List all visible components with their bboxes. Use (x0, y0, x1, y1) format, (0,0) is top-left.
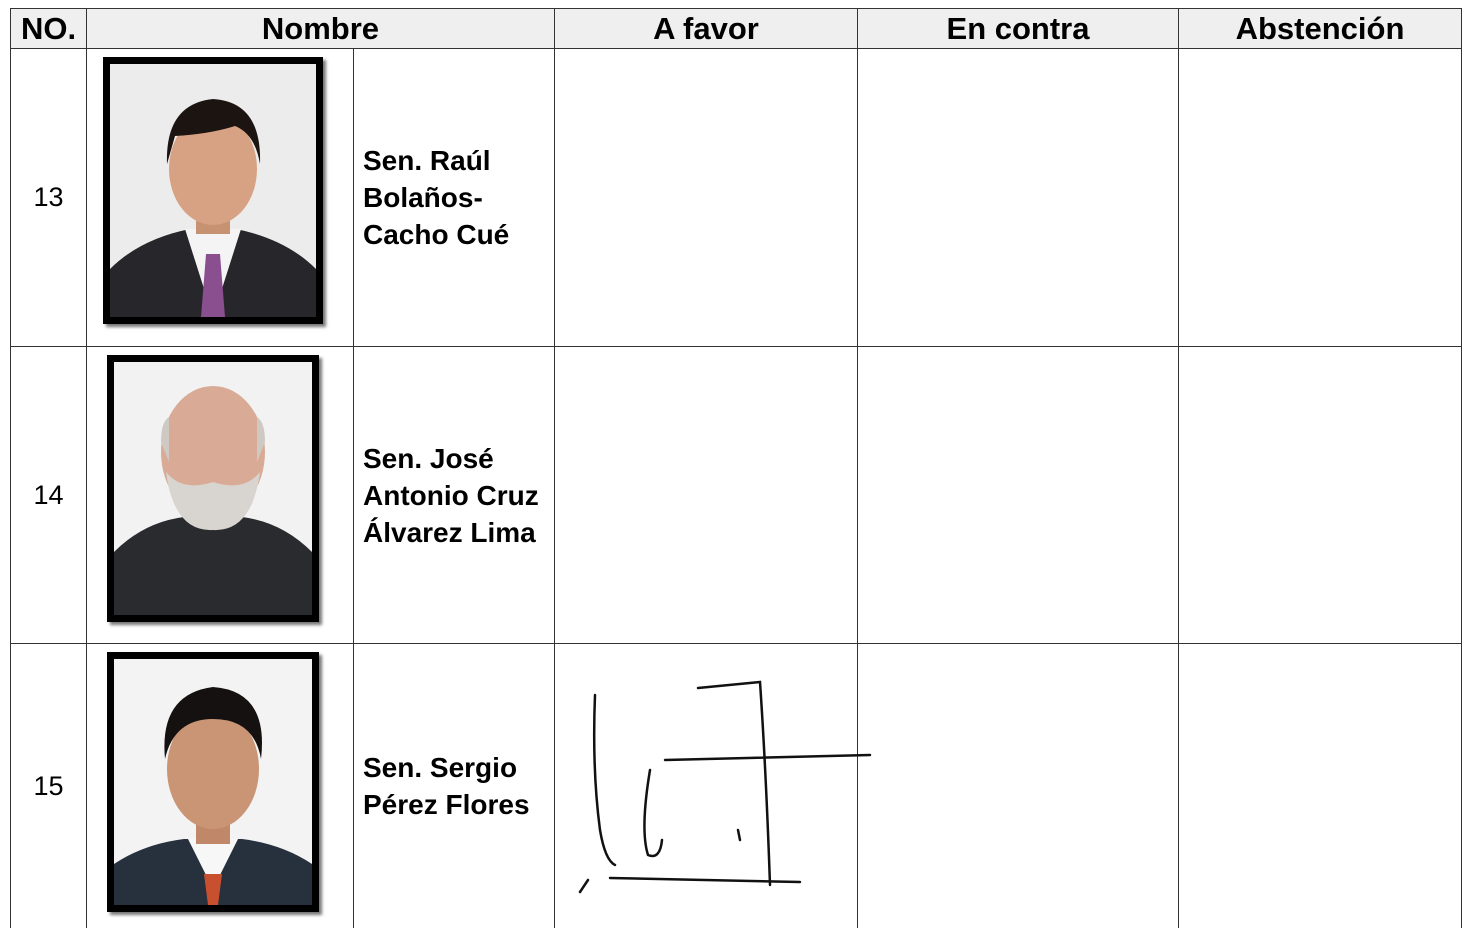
vote-cell (1178, 346, 1462, 643)
vote-cell (554, 643, 857, 928)
vote-cell (554, 48, 857, 346)
vote-cell (1178, 48, 1462, 346)
vote-cell (1178, 643, 1462, 928)
header-cell: Nombre (86, 8, 554, 49)
vote-cell (857, 346, 1178, 643)
senator-name: Sen. Sergio Pérez Flores (353, 643, 554, 928)
portrait (114, 362, 312, 615)
header-cell: A favor (554, 8, 857, 49)
senator-photo (103, 57, 323, 324)
signature (578, 680, 872, 894)
senator-name: Sen. José Antonio Cruz Álvarez Lima (353, 346, 554, 643)
senator-photo (107, 652, 319, 912)
photo-cell (86, 346, 353, 643)
portrait (110, 64, 316, 317)
row-number: 13 (10, 48, 86, 346)
header-cell: NO. (10, 8, 86, 49)
senator-photo (107, 355, 319, 622)
portrait (114, 659, 312, 905)
row-number: 14 (10, 346, 86, 643)
vote-cell (857, 48, 1178, 346)
row-number: 15 (10, 643, 86, 928)
header-cell: Abstención (1178, 8, 1462, 49)
vote-cell (554, 346, 857, 643)
header-cell: En contra (857, 8, 1178, 49)
senator-name: Sen. Raúl Bolaños-Cacho Cué (353, 48, 554, 346)
vote-cell (857, 643, 1178, 928)
photo-cell (86, 643, 353, 928)
photo-cell (86, 48, 353, 346)
